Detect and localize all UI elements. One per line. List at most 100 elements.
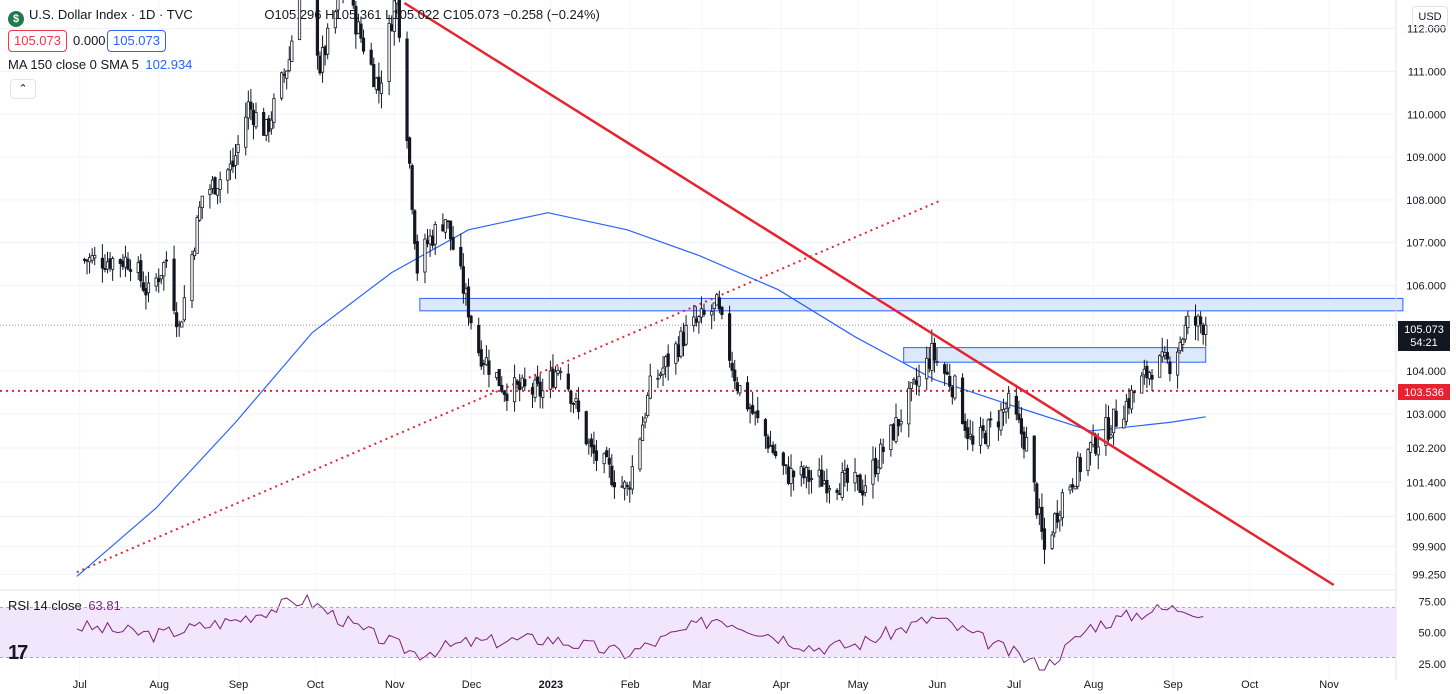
candle-body — [899, 420, 903, 425]
open-value: 105.296 — [274, 7, 322, 22]
price-axis[interactable]: 112.000 111.000 110.000 109.000 108.000 107.0… — [1406, 24, 1446, 582]
candle-body — [1050, 534, 1054, 549]
time-axis[interactable]: Jul Aug Sep Oct Nov Dec 2023 Feb Mar Apr May Jun Jul… — [73, 679, 1340, 691]
candle-body — [845, 467, 849, 483]
candle-body — [963, 420, 967, 431]
x-tick-label: Dec — [462, 679, 482, 691]
chart-header: $ U.S. Dollar Index · 1D · TVC O105.296 H… — [8, 7, 600, 27]
low-value: 105.022 — [392, 7, 440, 22]
candle-body — [679, 330, 683, 357]
candle-body — [1129, 389, 1134, 410]
candle-body — [1073, 485, 1077, 490]
candle-body — [1060, 492, 1064, 519]
candle-body — [372, 64, 376, 88]
rsi-tick-label: 75.00 — [1418, 596, 1446, 608]
candle-body — [692, 316, 696, 326]
candle-body — [541, 390, 545, 398]
y-tick-label: 101.400 — [1406, 477, 1446, 489]
candle-body — [254, 112, 258, 128]
candle-body — [100, 257, 104, 269]
candle-body — [208, 188, 212, 196]
candle-body — [157, 278, 161, 283]
candle-body — [1181, 338, 1185, 346]
y-tick-label: 103.000 — [1406, 409, 1446, 421]
candle-body — [200, 195, 204, 209]
candle-body — [231, 160, 235, 168]
candle-body — [623, 481, 627, 489]
candle-body — [999, 409, 1003, 431]
candle-body — [139, 260, 143, 282]
y-tick-label: 112.000 — [1407, 24, 1446, 36]
candle-body — [105, 261, 110, 270]
x-tick-label: Jun — [929, 679, 947, 691]
candle-body — [82, 258, 87, 261]
x-tick-label: Sep — [1163, 679, 1183, 691]
candle-body — [602, 453, 606, 465]
collapse-legend-button[interactable]: ⌃ — [10, 79, 36, 99]
candle-body — [1140, 375, 1144, 394]
candle-body — [423, 238, 427, 273]
currency-button[interactable]: USD — [1412, 6, 1448, 28]
spread-value: 0.000 — [73, 33, 106, 48]
candle-body — [1199, 316, 1203, 325]
candle-body — [628, 487, 632, 490]
ma-legend[interactable]: MA 150 close 0 SMA 5 102.934 — [8, 57, 192, 72]
candle-body — [881, 446, 885, 452]
candle-body — [948, 375, 952, 387]
candle-body — [960, 377, 965, 425]
candle-body — [1068, 486, 1072, 491]
candle-body — [838, 493, 842, 496]
candle-body — [751, 405, 755, 414]
symbol-title[interactable]: U.S. Dollar Index · 1D · TVC — [29, 7, 193, 22]
candle-body — [891, 424, 896, 441]
candle-body — [978, 426, 983, 446]
x-tick-label: 2023 — [539, 679, 563, 691]
candle-body — [702, 309, 706, 315]
candle-body — [441, 224, 445, 232]
candle-body — [945, 371, 949, 375]
candle-body — [1022, 431, 1026, 450]
ask-price-button[interactable]: 105.073 — [107, 30, 166, 52]
candle-body — [523, 379, 527, 387]
candle-body — [943, 364, 947, 374]
candle-body — [666, 353, 670, 367]
candle-body — [1114, 410, 1118, 427]
candle-body — [981, 425, 985, 432]
candle-body — [121, 260, 125, 267]
candle-body — [804, 466, 809, 478]
candle-body — [443, 219, 448, 233]
high-value: 105.361 — [334, 7, 382, 22]
candle-body — [896, 419, 901, 427]
candle-body — [889, 424, 893, 451]
candle-body — [1004, 408, 1008, 413]
y-tick-label: 106.000 — [1406, 280, 1446, 292]
candle-body — [1127, 398, 1131, 409]
candle-body — [1158, 355, 1162, 378]
candle-body — [1076, 456, 1080, 487]
candle-body — [218, 179, 222, 190]
candle-body — [512, 377, 517, 403]
candle-body — [735, 382, 739, 392]
candle-body — [756, 410, 760, 419]
candle-body — [748, 407, 752, 409]
change-value: −0.258 (−0.24%) — [503, 7, 600, 22]
bid-price-button[interactable]: 105.073 — [8, 30, 67, 52]
candle-body — [1204, 324, 1208, 335]
candle-body — [953, 375, 957, 399]
candle-body — [487, 360, 491, 375]
candle-body — [712, 302, 716, 310]
candle-body — [502, 391, 506, 395]
candle-body — [745, 382, 750, 410]
candle-body — [643, 417, 647, 423]
candle-body — [164, 259, 168, 262]
candle-body — [738, 385, 742, 394]
rsi-legend-label: RSI 14 close — [8, 598, 82, 613]
candle-body — [932, 342, 937, 361]
candle-body — [279, 72, 284, 99]
close-value: 105.073 — [452, 7, 500, 22]
candle-body — [1037, 507, 1041, 515]
rsi-legend[interactable]: RSI 14 close 63.81 — [8, 598, 121, 613]
candle-body — [784, 464, 788, 467]
candle-body — [576, 400, 581, 412]
